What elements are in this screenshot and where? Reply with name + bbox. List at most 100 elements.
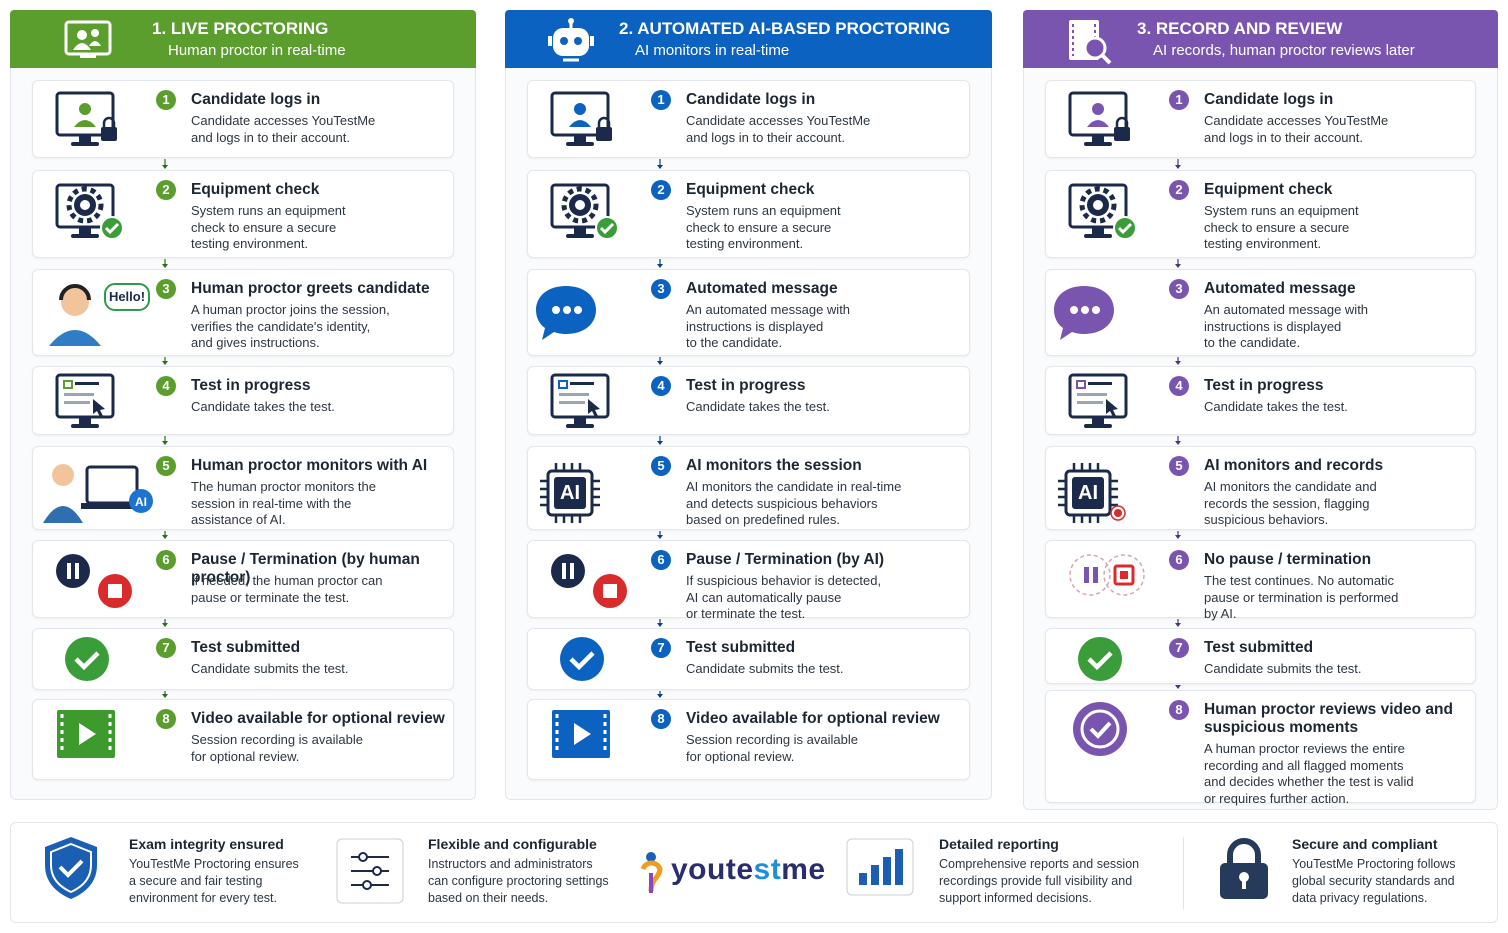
step-number: 7 [156, 638, 176, 658]
logo-part: youte [671, 853, 754, 886]
step-description: check to ensure a secure [1204, 219, 1350, 235]
step-card: AI 5 AI monitors and records AI monitors th… [1045, 446, 1476, 530]
step-card: 3 Automated message An automated message w… [1045, 269, 1476, 356]
step-icon [57, 710, 115, 758]
step-card: 2 Equipment check System runs an equipment… [32, 170, 454, 258]
step-icon [550, 373, 610, 428]
step-description: for optional review. [191, 748, 300, 764]
step-description: The human proctor monitors the [191, 479, 376, 494]
step-number: 4 [156, 376, 176, 396]
feature-title: Secure and compliant [1292, 836, 1438, 852]
feature-description: YouTestMe Proctoring ensures [129, 857, 299, 871]
column-header: 2. AUTOMATED AI-BASED PROCTORING AI monit… [505, 10, 992, 68]
step-card: 6 No pause / termination The test continue… [1045, 540, 1476, 621]
step-icon [55, 183, 124, 240]
step-arrow [1175, 619, 1181, 627]
column-subtitle: AI monitors in real-time [635, 42, 790, 59]
step-number: 2 [156, 180, 176, 200]
step-icon [1054, 286, 1114, 340]
step-icon: AI [43, 464, 153, 523]
step-description: check to ensure a secure [191, 219, 337, 235]
step-description: If suspicious behavior is detected, [686, 573, 882, 588]
step-icon [1078, 637, 1122, 681]
feature-description: YouTestMe Proctoring follows [1292, 857, 1456, 871]
step-number: 6 [1169, 550, 1189, 570]
feature-description: Comprehensive reports and session [939, 857, 1140, 871]
column-subtitle: Human proctor in real-time [168, 42, 346, 59]
feature-description: data privacy regulations. [1292, 891, 1428, 905]
step-number: 5 [156, 456, 176, 476]
column-header: 1. LIVE PROCTORING Human proctor in real-… [10, 10, 476, 68]
step-description: Candidate submits the test. [191, 661, 349, 676]
step-description: If needed, the human proctor can [191, 573, 383, 588]
step-description: Candidate submits the test. [1204, 661, 1362, 676]
feature-icon [1220, 838, 1268, 899]
step-icon [1068, 91, 1130, 146]
step-icon [1069, 554, 1145, 596]
step-arrow [1175, 685, 1181, 689]
step-description: AI monitors the candidate and [1204, 479, 1377, 494]
header-icon [64, 20, 112, 58]
step-icon [1068, 373, 1128, 428]
step-arrow [657, 436, 663, 445]
feature-description: Instructors and administrators [428, 857, 593, 871]
step-description: testing environment. [1204, 236, 1322, 251]
step-icon [1073, 702, 1127, 756]
step-description: or terminate the test. [686, 606, 806, 621]
divider [1183, 837, 1184, 909]
step-title: Candidate logs in [1204, 91, 1334, 108]
step-card: 7 Test submitted Candidate submits the tes… [1045, 628, 1476, 684]
step-title: Pause / Termination (by human proctor) [191, 551, 420, 586]
step-arrow [162, 436, 168, 445]
step-icon [550, 91, 612, 146]
step-icon [550, 183, 619, 240]
step-card: 8 Video available for optional review Sess… [32, 699, 454, 780]
step-title: Candidate logs in [686, 91, 816, 108]
step-number: 6 [156, 550, 176, 570]
step-description: recording and all flagged moments [1204, 757, 1404, 773]
step-card: 1 Candidate logs in Candidate accesses You… [32, 80, 454, 158]
header-icon [548, 18, 594, 62]
step-icon [55, 373, 115, 428]
feature-icon [846, 838, 914, 896]
step-card: 4 Test in progress Candidate takes the tes… [1045, 366, 1476, 435]
step-title: Human proctor monitors with AI [191, 457, 428, 474]
step-title: Candidate logs in [191, 91, 321, 108]
step-number: 7 [651, 638, 671, 658]
step-description: instructions is displayed [1204, 318, 1342, 334]
step-card: 4 Test in progress Candidate takes the tes… [32, 366, 454, 435]
step-description: Candidate takes the test. [191, 399, 335, 414]
step-description: and detects suspicious behaviors [686, 495, 878, 511]
step-number: 8 [156, 709, 176, 729]
step-icon [552, 710, 610, 758]
column-title: 2. AUTOMATED AI-BASED PROCTORING [619, 19, 951, 38]
feature-description: recordings provide full visibility and [939, 874, 1133, 888]
step-card: 7 Test submitted Candidate submits the tes… [527, 628, 970, 690]
step-description: pause or terminate the test. [191, 589, 350, 605]
step-title: Video available for optional review [191, 710, 445, 727]
step-number: 4 [651, 376, 671, 396]
step-title: Equipment check [1204, 181, 1333, 198]
step-description: by AI. [1204, 606, 1237, 621]
step-description: Candidate accesses YouTestMe [1204, 113, 1389, 128]
step-card: 2 Equipment check System runs an equipment… [527, 170, 970, 258]
step-description: The test continues. No automatic [1204, 573, 1395, 588]
feature-description: support informed decisions. [939, 891, 1092, 905]
feature-description: based on their needs. [428, 891, 549, 905]
step-card: AI 5 AI monitors the session AI monitors th… [527, 446, 970, 530]
column-header: 3. RECORD AND REVIEW AI records, human pr… [1023, 10, 1498, 68]
step-description: to the candidate. [686, 335, 783, 350]
step-description: An automated message with [1204, 302, 1369, 317]
step-description: or requires further action. [1204, 790, 1350, 806]
step-arrow [657, 691, 663, 698]
step-title: Human proctor greets candidate [191, 280, 430, 297]
step-number: 4 [1169, 376, 1189, 396]
step-card: 3 Automated message An automated message w… [527, 269, 970, 356]
step-arrow [162, 259, 168, 268]
step-description: A human proctor joins the session, [191, 302, 390, 317]
step-icon: AI [1058, 463, 1126, 523]
step-title: AI monitors the session [686, 457, 862, 474]
icon-label: AI [1078, 482, 1098, 504]
step-description: Candidate takes the test. [686, 399, 830, 414]
step-icon [1068, 183, 1137, 240]
